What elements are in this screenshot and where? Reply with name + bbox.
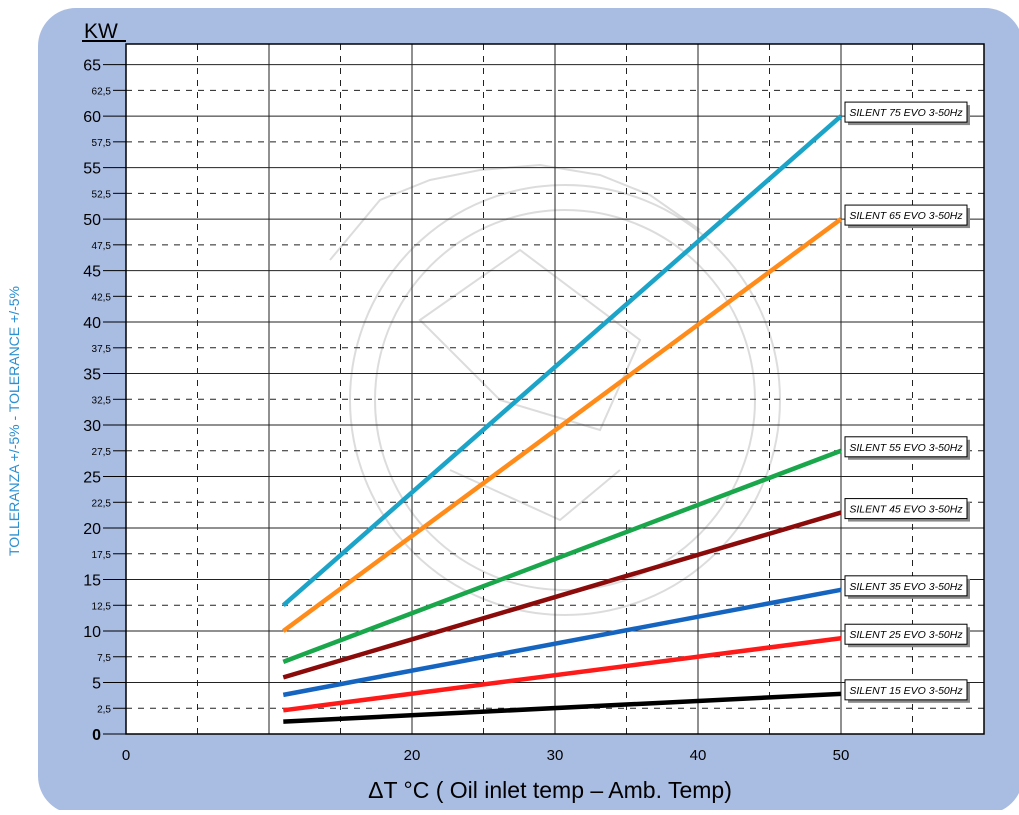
legend-label: SILENT 45 EVO 3-50Hz [849, 504, 963, 516]
y-minor-tick-label: 17,5 [92, 550, 112, 561]
y-tick-label: 25 [83, 470, 101, 487]
legend-box [844, 498, 968, 520]
x-tick-label: 0 [122, 747, 130, 764]
y-tick-label: 60 [83, 109, 101, 126]
y-tick-label: 5 [92, 676, 101, 693]
y-minor-tick-label: 2,5 [97, 704, 111, 715]
legend-label: SILENT 65 EVO 3-50Hz [849, 210, 963, 222]
series-lines [281, 114, 843, 724]
y-tick-label: 55 [83, 161, 101, 178]
legend-label: SILENT 35 EVO 3-50Hz [849, 581, 963, 593]
series-line-3 [282, 510, 842, 680]
y-axis-ticks: 0 5 10 15 20 25 30 35 40 45 50 55 60 65 2,5 7,5 12,5 17,5… [83, 58, 126, 744]
legend-box [844, 101, 968, 123]
legend-label: SILENT 25 EVO 3-50Hz [849, 629, 963, 641]
legend-box [844, 204, 968, 226]
series-line-5 [283, 635, 842, 713]
legend-label: SILENT 15 EVO 3-50Hz [849, 685, 963, 697]
y-minor-tick-label: 47,5 [92, 241, 112, 252]
y-tick-label: 15 [83, 573, 101, 590]
y-tick-label: 35 [83, 367, 101, 384]
y-minor-tick-label: 32,5 [92, 395, 112, 406]
x-tick-label: 20 [404, 747, 421, 764]
legend-box [844, 679, 968, 701]
y-minor-tick-label: 62,5 [92, 86, 112, 97]
series-line-4 [282, 587, 842, 698]
x-tick-label: 30 [547, 747, 564, 764]
series-line-0 [281, 114, 843, 607]
legend-box [844, 623, 968, 645]
y-minor-tick-label: 42,5 [92, 292, 112, 303]
y-tick-label: 50 [83, 212, 101, 229]
series-line-6 [283, 691, 842, 724]
legend: SILENT 75 EVO 3-50Hz SILENT 65 EVO 3-50Hz… [844, 101, 970, 703]
legend-box [844, 436, 968, 458]
y-tick-label: 30 [83, 418, 101, 435]
y-tick-label: 10 [83, 624, 101, 641]
legend-box [844, 575, 968, 597]
y-tick-label: 20 [83, 521, 101, 538]
y-minor-tick-label: 27,5 [92, 447, 112, 458]
y-minor-tick-label: 52,5 [92, 189, 112, 200]
y-tick-label: 0 [92, 727, 101, 744]
y-axis-unit-label: KW [84, 20, 118, 43]
y-tick-label: 45 [83, 264, 101, 281]
plot-frame [125, 43, 985, 735]
legend-label: SILENT 55 EVO 3-50Hz [849, 442, 963, 454]
x-tick-label: 40 [690, 747, 707, 764]
x-axis-label: ΔT °C ( Oil inlet temp – Amb. Temp) [368, 777, 732, 803]
y-minor-tick-label: 57,5 [92, 138, 112, 149]
y-tick-label: 40 [83, 315, 101, 332]
x-tick-label: 50 [833, 747, 850, 764]
y-minor-tick-label: 12,5 [92, 601, 112, 612]
y-minor-tick-label: 37,5 [92, 344, 112, 355]
y-minor-tick-label: 7,5 [97, 653, 111, 664]
series-line-1 [281, 217, 843, 633]
grid [126, 44, 984, 734]
tolerance-label: TOLLERANZA +/-5% - TOLERANCE +/-5% [6, 286, 22, 556]
series-line-2 [282, 448, 842, 665]
legend-label: SILENT 75 EVO 3-50Hz [849, 107, 963, 119]
y-minor-tick-label: 22,5 [92, 498, 112, 509]
y-tick-label: 65 [83, 58, 101, 75]
x-axis-ticks: 0 20 30 40 50 [122, 747, 850, 764]
